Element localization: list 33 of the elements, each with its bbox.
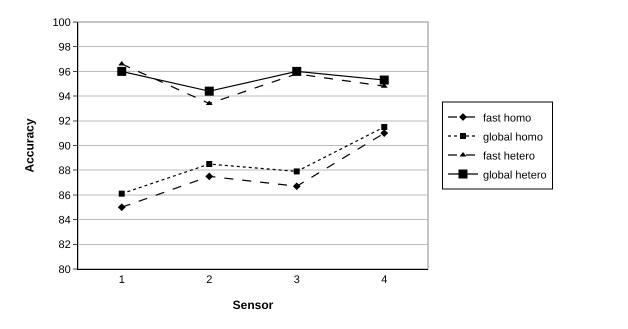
x-axis-title: Sensor bbox=[232, 298, 274, 312]
point bbox=[204, 86, 214, 96]
x-tick-label: 3 bbox=[294, 274, 300, 286]
point bbox=[205, 172, 214, 180]
y-tick-label: 100 bbox=[52, 16, 71, 29]
point bbox=[117, 66, 126, 76]
legend-label: fast homo bbox=[483, 112, 532, 124]
point bbox=[292, 182, 301, 190]
y-tick-label: 90 bbox=[58, 140, 71, 152]
y-tick-label: 92 bbox=[58, 116, 71, 128]
y-tick-label: 96 bbox=[58, 66, 71, 78]
y-tick-label: 80 bbox=[58, 264, 71, 276]
point bbox=[381, 124, 388, 130]
point bbox=[380, 76, 389, 85]
y-tick-label: 84 bbox=[58, 214, 71, 226]
x-tick-label: 1 bbox=[118, 274, 125, 286]
point bbox=[118, 190, 125, 197]
legend-label: global hetero bbox=[483, 169, 547, 182]
y-tick-label: 82 bbox=[58, 239, 71, 252]
point bbox=[294, 168, 300, 174]
legend-label: fast hetero bbox=[483, 150, 535, 162]
y-tick-label: 86 bbox=[58, 190, 71, 202]
point bbox=[118, 203, 126, 212]
y-axis-title: Accuracy bbox=[22, 118, 37, 173]
x-tick-label: 4 bbox=[381, 274, 388, 286]
point bbox=[380, 129, 388, 138]
point bbox=[206, 161, 212, 168]
legend-label: global homo bbox=[483, 131, 543, 144]
x-tick-label: 2 bbox=[206, 274, 212, 286]
point bbox=[292, 66, 302, 76]
y-tick-label: 94 bbox=[58, 90, 71, 103]
y-tick-label: 98 bbox=[58, 42, 71, 54]
y-tick-label: 88 bbox=[58, 165, 71, 178]
